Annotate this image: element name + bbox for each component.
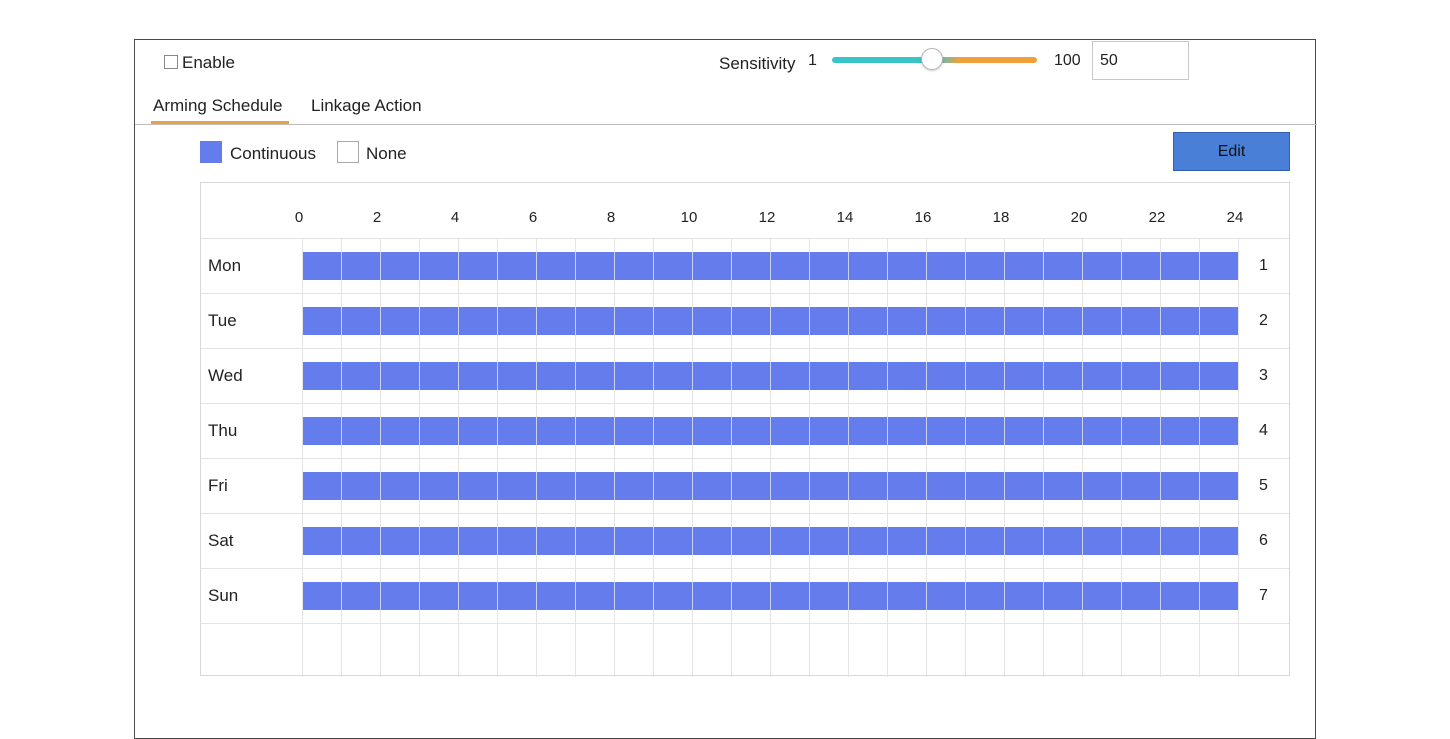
grid-vline — [614, 238, 615, 677]
day-label: Wed — [208, 366, 243, 385]
schedule-bar-tue[interactable] — [303, 307, 1238, 335]
day-label: Thu — [208, 421, 238, 440]
hour-label: 12 — [758, 209, 776, 226]
grid-hline — [201, 513, 1289, 514]
continuous-legend-swatch[interactable] — [200, 141, 222, 163]
grid-vline — [419, 238, 420, 677]
grid-vline — [458, 238, 459, 677]
sensitivity-input[interactable] — [1092, 41, 1189, 80]
enable-label[interactable]: Enable — [182, 53, 235, 72]
grid-hline — [201, 568, 1289, 569]
grid-vline — [770, 238, 771, 677]
enable-checkbox[interactable] — [164, 55, 178, 69]
schedule-bar-thu[interactable] — [303, 417, 1238, 445]
schedule-bar-mon[interactable] — [303, 252, 1238, 280]
grid-vline — [575, 238, 576, 677]
grid-vline — [1160, 238, 1161, 677]
sensitivity-label: Sensitivity — [719, 54, 796, 73]
grid-vline — [887, 238, 888, 677]
hour-label: 14 — [836, 209, 854, 226]
hour-label: 8 — [606, 209, 616, 226]
grid-vline — [1199, 238, 1200, 677]
schedule-bar-sat[interactable] — [303, 527, 1238, 555]
schedule-bar-fri[interactable] — [303, 472, 1238, 500]
none-legend-label: None — [366, 144, 407, 163]
grid-vline — [692, 238, 693, 677]
grid-hline — [201, 403, 1289, 404]
grid-vline — [1238, 238, 1239, 677]
day-label: Sat — [208, 531, 234, 550]
hour-label: 4 — [450, 209, 460, 226]
sensitivity-min-label: 1 — [808, 52, 817, 69]
row-number: 5 — [1259, 477, 1268, 494]
grid-vline — [380, 238, 381, 677]
schedule-bar-sun[interactable] — [303, 582, 1238, 610]
grid-vline — [653, 238, 654, 677]
grid-vline — [848, 238, 849, 677]
hour-label: 18 — [992, 209, 1010, 226]
grid-vline — [1043, 238, 1044, 677]
grid-hline — [201, 623, 1289, 624]
grid-hline — [201, 348, 1289, 349]
grid-vline — [1004, 238, 1005, 677]
hour-label: 10 — [680, 209, 698, 226]
grid-vline — [497, 238, 498, 677]
sensitivity-slider-thumb[interactable] — [921, 48, 943, 70]
grid-vline — [341, 238, 342, 677]
row-number: 2 — [1259, 312, 1268, 329]
schedule-grid: 0 2 4 6 8 10 12 14 16 18 20 22 24 Mon 1 Tue 2 Wed 3 Thu 4 Fri… — [200, 182, 1290, 677]
day-label: Mon — [208, 256, 242, 275]
none-legend-swatch[interactable] — [337, 141, 359, 163]
tab-linkage-action[interactable]: Linkage Action — [311, 96, 422, 115]
hour-label: 24 — [1226, 209, 1244, 226]
tab-arming-schedule[interactable]: Arming Schedule — [153, 96, 283, 115]
hour-label: 0 — [294, 209, 304, 226]
active-tab-indicator — [151, 121, 289, 124]
hour-label: 16 — [914, 209, 932, 226]
continuous-legend-label: Continuous — [230, 144, 317, 163]
grid-vline — [809, 238, 810, 677]
grid-hline — [201, 238, 1289, 239]
schedule-bar-wed[interactable] — [303, 362, 1238, 390]
row-number: 1 — [1259, 257, 1268, 274]
day-label: Fri — [208, 476, 228, 495]
grid-hline — [201, 458, 1289, 459]
day-label: Tue — [208, 311, 237, 330]
grid-vline — [302, 238, 303, 677]
hour-label: 20 — [1070, 209, 1088, 226]
row-number: 3 — [1259, 367, 1268, 384]
grid-vline — [536, 238, 537, 677]
grid-vline — [731, 238, 732, 677]
motion-detection-panel: Enable Sensitivity 1 100 Arming Schedule… — [134, 39, 1317, 739]
day-label: Sun — [208, 586, 239, 605]
grid-vline — [926, 238, 927, 677]
grid-vline — [1082, 238, 1083, 677]
row-number: 7 — [1259, 587, 1268, 604]
edit-button[interactable]: Edit — [1173, 132, 1290, 171]
tab-divider — [135, 124, 1317, 125]
hour-label: 2 — [372, 209, 382, 226]
grid-hline — [201, 293, 1289, 294]
sensitivity-max-label: 100 — [1054, 52, 1081, 69]
grid-vline — [1121, 238, 1122, 677]
hour-label: 22 — [1148, 209, 1166, 226]
row-number: 6 — [1259, 532, 1268, 549]
row-number: 4 — [1259, 422, 1268, 439]
hour-label: 6 — [528, 209, 538, 226]
grid-vline — [965, 238, 966, 677]
